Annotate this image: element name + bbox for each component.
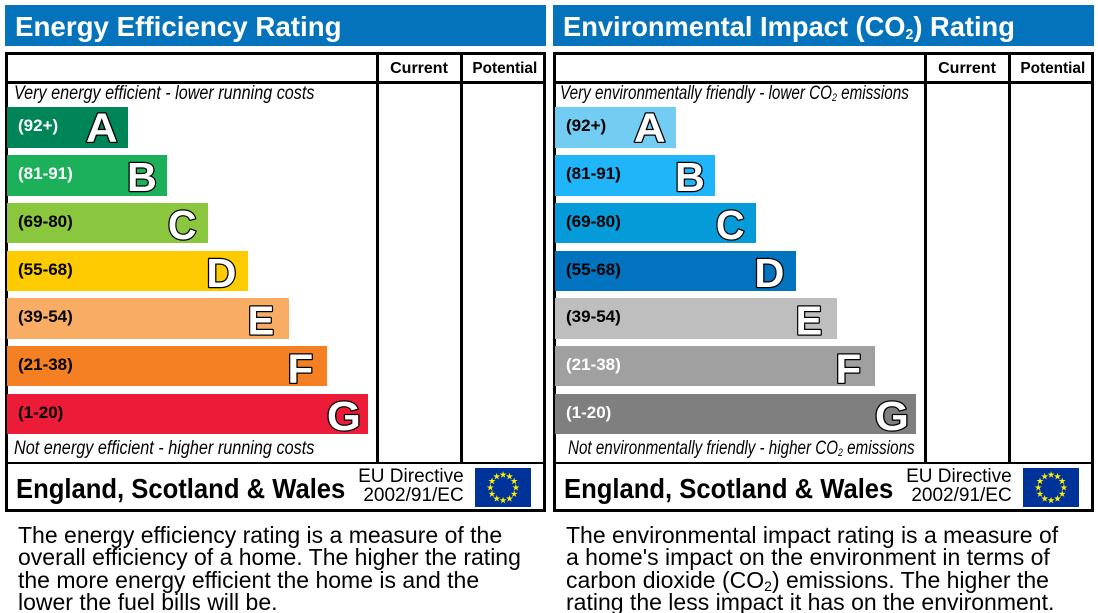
svg-text:B: B [675, 154, 705, 200]
svg-text:E: E [796, 298, 823, 344]
svg-text:G: G [875, 393, 909, 439]
svg-text:F: F [287, 346, 313, 392]
svg-text:A: A [86, 105, 118, 151]
svg-text:A: A [634, 105, 666, 151]
svg-text:D: D [754, 250, 784, 296]
svg-text:C: C [168, 202, 197, 248]
svg-text:B: B [127, 154, 157, 200]
svg-text:F: F [835, 346, 861, 392]
svg-text:E: E [248, 298, 275, 344]
svg-text:G: G [327, 393, 361, 439]
svg-text:C: C [716, 202, 745, 248]
svg-text:D: D [206, 250, 236, 296]
